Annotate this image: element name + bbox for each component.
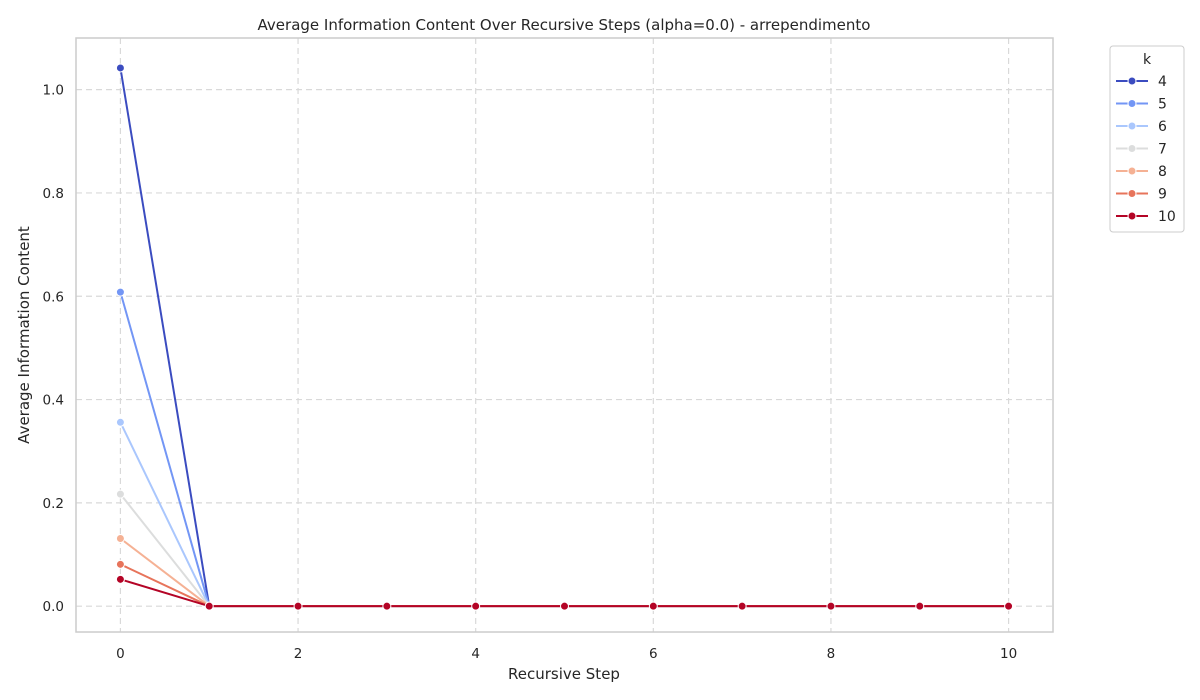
legend-label: 6 — [1158, 119, 1167, 135]
data-point — [648, 601, 658, 611]
y-tick-label: 1.0 — [43, 83, 64, 99]
legend-item-7: 7 — [1116, 142, 1167, 158]
series-line — [119, 421, 1009, 608]
x-tick-label: 6 — [649, 646, 658, 662]
legend-item-4: 4 — [1116, 74, 1167, 90]
legend-marker — [1127, 166, 1137, 176]
legend-label: 7 — [1158, 142, 1167, 158]
series-line — [119, 291, 1009, 608]
legend-label: 10 — [1158, 209, 1176, 225]
legend-item-5: 5 — [1116, 97, 1167, 113]
y-tick-label: 0.4 — [43, 393, 64, 409]
series-4 — [115, 63, 1014, 611]
legend-item-10: 10 — [1116, 209, 1176, 225]
series-7 — [115, 489, 1014, 611]
data-point — [115, 559, 125, 569]
x-tick-label: 4 — [471, 646, 480, 662]
legend-label: 5 — [1158, 97, 1167, 113]
data-point — [471, 601, 481, 611]
legend-title: k — [1143, 52, 1152, 68]
series-8 — [115, 534, 1014, 611]
series-line — [119, 67, 1009, 608]
series-lines — [115, 63, 1014, 611]
data-point — [737, 601, 747, 611]
data-point — [560, 601, 569, 611]
x-tick-label: 8 — [827, 646, 836, 662]
series-5 — [115, 287, 1014, 611]
y-tick-label: 0.6 — [43, 289, 64, 305]
legend-box — [1109, 45, 1185, 233]
data-point — [115, 534, 125, 544]
chart-title: Average Information Content Over Recursi… — [258, 16, 871, 34]
x-tick-label: 10 — [1000, 646, 1017, 662]
legend-items: 4 5 6 7 8 9 10 — [1116, 74, 1176, 225]
y-tick-label: 0.8 — [43, 186, 64, 202]
data-point — [115, 574, 125, 584]
grid-lines — [76, 38, 1053, 632]
series-10 — [115, 574, 1014, 611]
legend-label: 9 — [1158, 187, 1167, 203]
x-tick-labels: 0 2 4 6 8 10 — [116, 646, 1017, 662]
legend-label: 4 — [1158, 74, 1167, 90]
data-point — [1004, 601, 1014, 611]
legend-item-9: 9 — [1116, 187, 1167, 203]
legend-marker — [1127, 211, 1137, 221]
legend-marker — [1127, 76, 1137, 86]
y-tick-label: 0.2 — [43, 496, 64, 512]
legend-marker — [1127, 144, 1137, 153]
series-line — [119, 493, 1009, 608]
series-line — [119, 537, 1009, 608]
y-axis-label: Average Information Content — [15, 226, 33, 444]
legend-marker — [1127, 99, 1137, 108]
legend: k 4 5 6 7 8 9 10 — [1109, 45, 1185, 233]
data-point — [115, 63, 125, 73]
series-6 — [115, 417, 1014, 611]
legend-label: 8 — [1158, 164, 1167, 180]
legend-item-8: 8 — [1116, 164, 1167, 180]
legend-marker — [1127, 189, 1137, 198]
data-point — [826, 601, 836, 611]
x-tick-label: 0 — [116, 646, 125, 662]
data-point — [115, 287, 125, 297]
data-point — [915, 601, 925, 611]
y-tick-labels: 0.0 0.2 0.4 0.6 0.8 1.0 — [43, 83, 64, 616]
data-point — [204, 601, 214, 611]
plot-frame — [75, 37, 1054, 633]
legend-marker — [1127, 121, 1137, 131]
x-tick-label: 2 — [294, 646, 303, 662]
y-tick-label: 0.0 — [43, 599, 64, 615]
data-point — [115, 417, 125, 427]
data-point — [382, 601, 392, 611]
series-line — [119, 563, 1009, 608]
legend-item-6: 6 — [1116, 119, 1167, 135]
x-axis-label: Recursive Step — [508, 665, 620, 683]
data-point — [115, 489, 125, 499]
data-point — [293, 601, 303, 611]
